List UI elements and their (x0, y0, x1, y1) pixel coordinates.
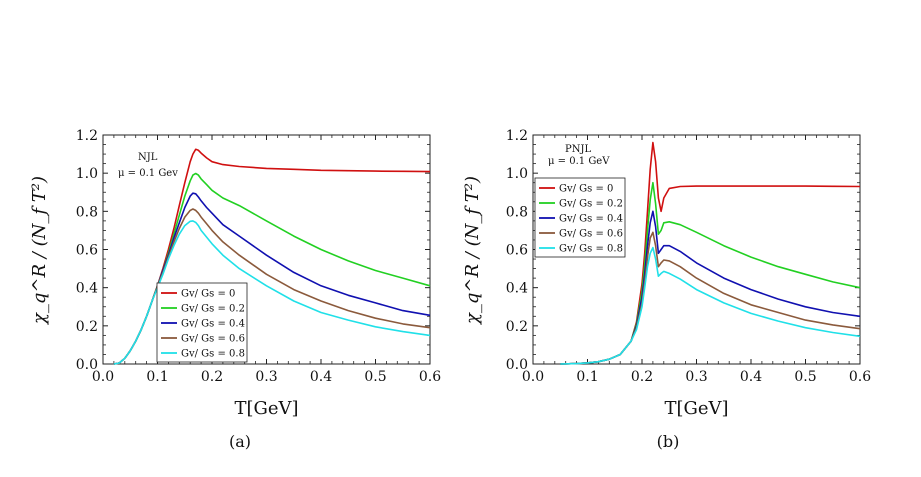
x-axis-label: T[GeV] (664, 398, 728, 419)
annotation-0: NJL (138, 152, 158, 163)
y-tick-label: 1.0 (76, 166, 98, 182)
legend-label-2: Gv/ Gs = 0.4 (181, 319, 245, 330)
y-tick-label: 0.0 (76, 357, 98, 373)
panel-caption: (b) (657, 432, 680, 451)
panel-caption: (a) (229, 432, 251, 451)
y-axis-label: χ_q^R / (N_f T²) (462, 176, 483, 326)
y-axis-label: χ_q^R / (N_f T²) (29, 176, 50, 326)
x-tick-label: 0.0 (92, 369, 114, 385)
series-line-4 (113, 220, 431, 365)
legend-label-1: Gv/ Gs = 0.2 (559, 199, 623, 210)
annotation-0: PNJL (565, 144, 591, 155)
panel-a-njl: 0.0 0.1 0.2 0.3 0.4 0.5 0.6 0.0 0.2 0.4 0.6 0.8 1.0 1… (29, 128, 441, 451)
x-tick-label: 0.1 (576, 369, 598, 385)
x-tick-label: 0.6 (419, 369, 441, 385)
y-tick-label: 0.4 (506, 281, 528, 297)
legend-label-0: Gv/ Gs = 0 (559, 184, 613, 195)
annotation-1: μ = 0.1 Gev (118, 168, 178, 179)
y-tick-label: 0.4 (76, 281, 98, 297)
series-line-4 (560, 246, 861, 365)
x-tick-label: 0.3 (685, 369, 707, 385)
x-tick-label: 0.1 (146, 369, 168, 385)
y-tick-label: 0.2 (506, 319, 528, 335)
panel-b-pnjl: 0.0 0.1 0.2 0.3 0.4 0.5 0.6 0.0 0.2 0.4 0.6 0.8 1.0 1… (462, 128, 871, 451)
x-tick-label: 0.4 (310, 369, 332, 385)
x-tick-label: 0.5 (364, 369, 386, 385)
y-tick-label: 1.2 (506, 128, 528, 144)
x-tick-label: 0.4 (740, 369, 762, 385)
legend-label-0: Gv/ Gs = 0 (181, 289, 235, 300)
y-tick-label: 1.2 (76, 128, 98, 144)
y-tick-label: 0.6 (506, 243, 528, 259)
legend-label-4: Gv/ Gs = 0.8 (181, 349, 245, 360)
y-tick-label: 0.6 (76, 243, 98, 259)
legend-label-1: Gv/ Gs = 0.2 (181, 304, 245, 315)
legend-label-3: Gv/ Gs = 0.6 (181, 334, 245, 345)
x-tick-label: 0.6 (849, 369, 871, 385)
x-tick-label: 0.5 (794, 369, 816, 385)
x-tick-label: 0.0 (522, 369, 544, 385)
y-tick-label: 1.0 (506, 166, 528, 182)
y-tick-label: 0.0 (506, 357, 528, 373)
legend-label-2: Gv/ Gs = 0.4 (559, 214, 623, 225)
x-tick-label: 0.2 (631, 369, 653, 385)
annotation-1: μ = 0.1 GeV (548, 156, 610, 167)
x-tick-label: 0.2 (201, 369, 223, 385)
y-tick-label: 0.8 (76, 204, 98, 220)
legend-label-4: Gv/ Gs = 0.8 (559, 244, 623, 255)
x-axis-label: T[GeV] (234, 398, 298, 419)
x-tick-label: 0.3 (255, 369, 277, 385)
y-tick-label: 0.2 (76, 319, 98, 335)
legend-label-3: Gv/ Gs = 0.6 (559, 229, 623, 240)
y-tick-label: 0.8 (506, 204, 528, 220)
